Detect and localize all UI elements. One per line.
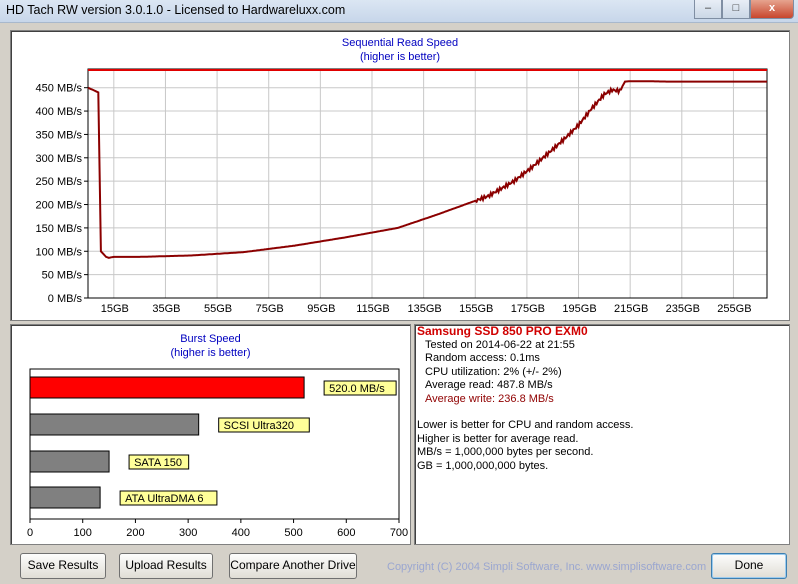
random-access: Random access: 0.1ms (425, 352, 540, 364)
note-gb: GB = 1,000,000,000 bytes. (417, 459, 549, 472)
seq-y-tick-label: 100 MB/s (36, 246, 83, 258)
burst-bar-label-box (128, 454, 190, 470)
seq-y-tick-label: 250 MB/s (36, 176, 83, 188)
burst-x-tick-label: 0 (27, 527, 33, 539)
burst-bar-label-box (119, 490, 218, 506)
seq-x-tick-label: 75GB (256, 303, 284, 315)
window-title: HD Tach RW version 3.0.1.0 - Licensed to… (6, 3, 346, 17)
burst-bar (29, 413, 200, 436)
burst-bar (29, 486, 101, 509)
seq-plot-frame (87, 68, 768, 299)
burst-x-tick-label: 200 (126, 527, 144, 539)
burst-bar-label: SATA 150 (134, 457, 182, 469)
seq-x-tick-label: 215GB (614, 303, 648, 315)
seq-x-tick-label: 255GB (717, 303, 751, 315)
burst-bar-label: SCSI Ultra320 (224, 420, 294, 432)
burst-x-tick-label: 500 (284, 527, 302, 539)
cpu-utilization: CPU utilization: 2% (+/- 2%) (425, 365, 562, 378)
results-info: Samsung SSD 850 PRO EXM0 Tested on 2014-… (417, 324, 787, 473)
seq-y-tick-label: 350 MB/s (36, 129, 83, 141)
burst-x-tick-label: 300 (179, 527, 197, 539)
burst-x-tick-label: 100 (74, 527, 92, 539)
burst-bar-label-box (323, 380, 397, 396)
burst-bar-label-box (218, 417, 310, 433)
close-button[interactable]: x (750, 0, 794, 19)
seq-x-tick-label: 155GB (459, 303, 493, 315)
seq-x-tick-label: 175GB (511, 303, 545, 315)
seq-y-tick-label: 200 MB/s (36, 200, 83, 212)
seq-y-tick-label: 150 MB/s (36, 223, 83, 235)
done-button[interactable]: Done (711, 553, 787, 579)
results-info-panel (414, 324, 790, 545)
seq-x-tick-label: 55GB (204, 303, 232, 315)
test-date: Tested on 2014-06-22 at 21:55 (425, 338, 575, 351)
note-cpu: Lower is better for CPU and random acces… (417, 419, 634, 431)
seq-y-tick-label: 50 MB/s (42, 270, 83, 282)
burst-bar-label: 520.0 MB/s (329, 383, 385, 395)
minimize-button[interactable]: – (694, 0, 722, 19)
seq-x-tick-label: 95GB (307, 303, 335, 315)
burst-chart-subtitle: (higher is better) (170, 347, 251, 359)
burst-chart-title: Burst Speed (180, 333, 241, 345)
drive-name: Samsung SSD 850 PRO EXM0 (417, 324, 588, 338)
burst-x-tick-label: 700 (390, 527, 408, 539)
save-results-button[interactable]: Save Results (20, 553, 106, 579)
copyright-text: Copyright (C) 2004 Simpli Software, Inc.… (387, 561, 707, 573)
seq-y-tick-label: 400 MB/s (36, 106, 83, 118)
sequential-read-chart: 15GB 35GB 55GB 75GB 95GB 115GB 135GB 155GB 175GB… (36, 68, 768, 315)
seq-x-tick-label: 35GB (152, 303, 180, 315)
seq-read-speed-line (87, 80, 767, 259)
seq-y-tick-label: 300 MB/s (36, 153, 83, 165)
seq-chart-subtitle: (higher is better) (359, 51, 441, 63)
burst-x-tick-label: 400 (232, 527, 250, 539)
average-write: Average write: 236.8 MB/s (425, 392, 554, 405)
seq-x-tick-label: 15GB (101, 303, 129, 315)
note-read: Higher is better for average read. (417, 432, 579, 445)
note-mbs: MB/s = 1,000,000 bytes per second. (417, 446, 594, 458)
average-read: Average read: 487.8 MB/s (425, 379, 553, 391)
burst-bar (29, 376, 305, 399)
seq-y-tick-label: 450 MB/s (36, 83, 83, 95)
window-controls: – □ x (694, 0, 794, 19)
seq-x-tick-label: 115GB (356, 303, 389, 315)
compare-drive-button[interactable]: Compare Another Drive (229, 553, 357, 579)
burst-speed-chart: 0 100 200 300 400 500 600 700 520.0 MB/s SCSI Ult… (27, 368, 408, 539)
sequential-read-panel: Sequential Read Speed (higher is better)… (10, 30, 790, 321)
seq-x-tick-label: 195GB (562, 303, 596, 315)
title-bar: HD Tach RW version 3.0.1.0 - Licensed to… (0, 0, 798, 23)
seq-y-tick-label: 0 MB/s (48, 293, 83, 305)
burst-bar-label: ATA UltraDMA 6 (125, 493, 203, 505)
burst-speed-panel: Burst Speed (higher is better) 0 100 200 30… (10, 324, 411, 545)
seq-chart-title: Sequential Read Speed (341, 37, 459, 49)
maximize-button[interactable]: □ (722, 0, 750, 19)
seq-x-tick-label: 135GB (408, 303, 442, 315)
upload-results-button[interactable]: Upload Results (119, 553, 213, 579)
seq-x-tick-label: 235GB (666, 303, 700, 315)
burst-x-tick-label: 600 (337, 527, 355, 539)
burst-bar (29, 450, 110, 473)
